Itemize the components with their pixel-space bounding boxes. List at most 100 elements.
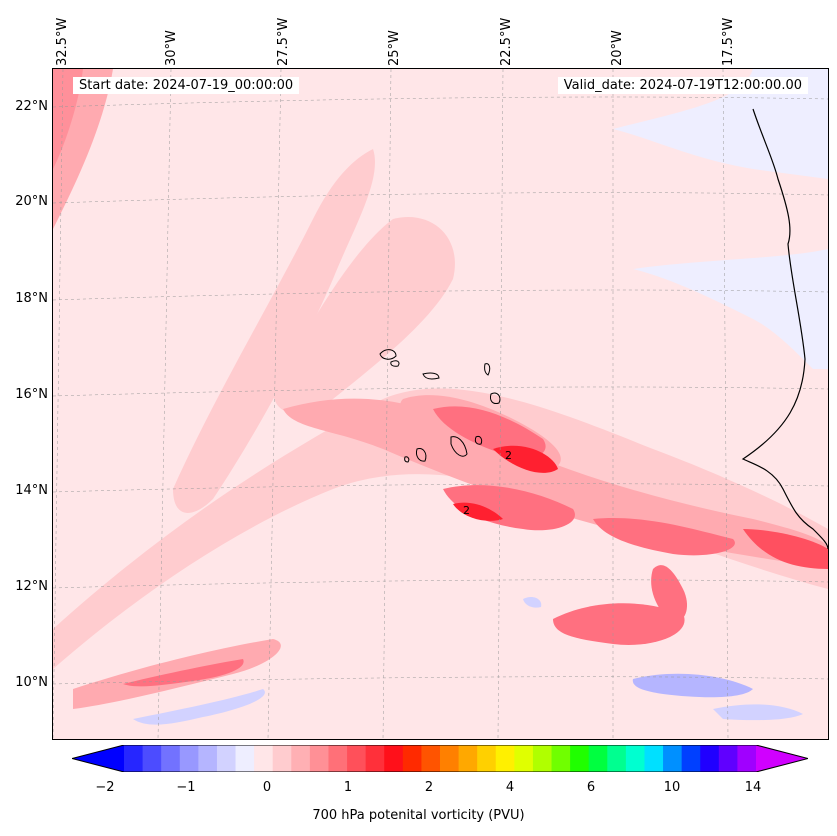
cape-verde-islands bbox=[379, 349, 501, 463]
parallel-10n bbox=[53, 676, 828, 685]
island-sao-nicolau bbox=[422, 372, 440, 380]
start-date-label: Start date: 2024-07-19_00:00:00 bbox=[73, 77, 300, 94]
pv-core-2 bbox=[443, 485, 575, 531]
colorbar-segment bbox=[570, 745, 590, 772]
colorbar-segment bbox=[514, 745, 534, 772]
colorbar-segment bbox=[179, 745, 199, 772]
pv-band-main bbox=[53, 388, 828, 669]
pv-core-east bbox=[743, 529, 828, 569]
colorbar-segment bbox=[607, 745, 627, 772]
colorbar-extend-high bbox=[756, 745, 808, 772]
colorbar-tick-6: 6 bbox=[586, 780, 596, 795]
pv-core-2-max bbox=[453, 502, 503, 521]
lon-label-17-5w: 17.5°W bbox=[721, 17, 736, 66]
lon-label-30w: 30°W bbox=[164, 30, 179, 66]
contour-label-2: 2 bbox=[463, 504, 470, 517]
pv-low-patch-small bbox=[523, 596, 542, 608]
parallel-16n bbox=[53, 386, 828, 397]
colorbar-tick-minus-1: −1 bbox=[176, 780, 196, 795]
africa-coastline bbox=[741, 108, 828, 550]
pv-band-southwest-core bbox=[123, 659, 244, 687]
parallel-12n bbox=[53, 579, 828, 589]
colorbar-segment bbox=[495, 745, 515, 772]
contour-label-1: 2 bbox=[505, 449, 512, 462]
colorbar-segment bbox=[625, 745, 645, 772]
parallel-22n bbox=[53, 96, 828, 108]
lon-label-27-5w: 27.5°W bbox=[276, 17, 291, 66]
colorbar-tick-14: 14 bbox=[744, 780, 762, 795]
colorbar-segment bbox=[532, 745, 553, 772]
island-sal bbox=[484, 363, 491, 376]
colorbar-segment bbox=[254, 745, 274, 772]
colorbar-tick-4: 4 bbox=[505, 780, 515, 795]
colorbar-segment bbox=[477, 745, 497, 772]
island-sao-vicente bbox=[390, 360, 400, 367]
colorbar-tick-0: 0 bbox=[262, 780, 272, 795]
colorbar-segment bbox=[440, 745, 460, 772]
pv-core-southeast bbox=[651, 565, 688, 622]
lat-label-12n: 12°N bbox=[15, 579, 48, 594]
graticule bbox=[53, 69, 828, 739]
pv-low-southwest bbox=[133, 689, 265, 725]
pv-low-region-east bbox=[633, 249, 828, 369]
lat-label-22n: 22°N bbox=[15, 99, 48, 114]
colorbar-segment bbox=[291, 745, 311, 772]
lat-label-20n: 20°N bbox=[15, 194, 48, 209]
colorbar-segment bbox=[198, 745, 218, 772]
colorbar-segment bbox=[272, 745, 292, 772]
colorbar-segment bbox=[365, 745, 385, 772]
colorbar bbox=[70, 744, 810, 773]
valid-date-label: Valid_date: 2024-07-19T12:00:00.00 bbox=[557, 77, 808, 94]
colorbar-segment bbox=[663, 745, 683, 772]
pv-low-south-edge bbox=[713, 704, 803, 721]
pv-low-region-northeast bbox=[613, 69, 828, 179]
pv-low-southeast bbox=[632, 673, 753, 698]
colorbar-tick-minus-2: −2 bbox=[95, 780, 115, 795]
lat-label-18n: 18°N bbox=[15, 291, 48, 306]
colorbar-tick-10: 10 bbox=[663, 780, 681, 795]
colorbar-extend-low bbox=[72, 745, 124, 772]
colorbar-segment bbox=[384, 745, 404, 772]
meridian-25w bbox=[382, 69, 392, 739]
meridian-22-5w bbox=[497, 69, 504, 739]
colorbar-svg bbox=[70, 744, 810, 773]
lat-label-10n: 10°N bbox=[15, 675, 48, 690]
colorbar-segment bbox=[681, 745, 701, 772]
pv-core-1 bbox=[433, 406, 546, 459]
lon-label-25w: 25°W bbox=[387, 30, 402, 66]
pv-field-map: 2 2 bbox=[53, 69, 828, 739]
island-maio bbox=[474, 436, 483, 445]
colorbar-segment bbox=[718, 745, 738, 772]
colorbar-segment bbox=[700, 745, 720, 772]
pv-core-3 bbox=[593, 518, 735, 556]
parallel-20n bbox=[53, 192, 828, 204]
island-boa-vista bbox=[490, 392, 501, 404]
colorbar-segment bbox=[161, 745, 181, 772]
colorbar-segment bbox=[458, 745, 478, 772]
lon-label-22-5w: 22.5°W bbox=[499, 17, 514, 66]
pv-band-diagonal-1 bbox=[173, 149, 375, 513]
meridian-27-5w bbox=[267, 69, 282, 739]
meridian-17-5w bbox=[722, 69, 729, 739]
parallel-18n bbox=[53, 289, 828, 301]
lat-label-16n: 16°N bbox=[15, 387, 48, 402]
map-panel: 2 2 Start date: 2024-07-19_00:00:00 Vali… bbox=[52, 68, 829, 740]
parallel-14n bbox=[53, 483, 828, 493]
colorbar-segment bbox=[347, 745, 367, 772]
colorbar-segment bbox=[142, 745, 162, 772]
island-santo-antao bbox=[379, 349, 397, 360]
colorbar-tick-1: 1 bbox=[343, 780, 353, 795]
colorbar-segment bbox=[588, 745, 608, 772]
colorbar-segment bbox=[235, 745, 255, 772]
meridian-30w bbox=[157, 69, 172, 739]
pv-axis-medium bbox=[283, 398, 828, 569]
lon-label-32-5w: 32.5°W bbox=[55, 17, 70, 66]
colorbar-tick-2: 2 bbox=[424, 780, 434, 795]
island-santiago bbox=[450, 436, 468, 457]
island-fogo bbox=[416, 448, 427, 462]
meridian-32-5w bbox=[53, 69, 64, 739]
pv-band-northwest-core bbox=[53, 69, 83, 169]
colorbar-label: 700 hPa potenital vorticity (PVU) bbox=[312, 808, 525, 823]
colorbar-segment bbox=[551, 745, 571, 772]
pv-core-1-max bbox=[493, 445, 558, 473]
